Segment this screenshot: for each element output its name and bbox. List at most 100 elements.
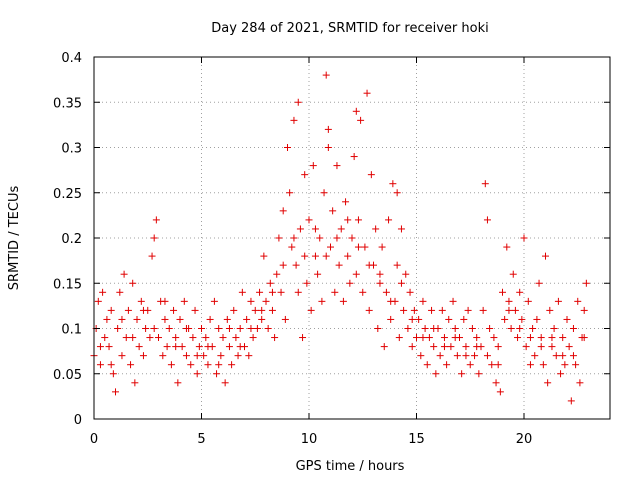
data-point (387, 297, 395, 305)
data-points (90, 71, 590, 405)
x-tick-label: 15 (408, 432, 425, 447)
data-point (380, 343, 388, 351)
data-point (281, 315, 289, 323)
data-point (397, 225, 405, 233)
data-point (559, 352, 567, 360)
data-point (415, 315, 423, 323)
data-point (494, 343, 502, 351)
data-point (531, 352, 539, 360)
data-point (200, 352, 208, 360)
data-point (400, 306, 408, 314)
data-point (505, 306, 513, 314)
data-point (514, 334, 522, 342)
y-tick-label: 0.05 (53, 368, 82, 383)
data-point (114, 325, 122, 332)
data-point (367, 171, 375, 179)
data-point (230, 306, 238, 314)
y-tick-label: 0.35 (53, 96, 82, 111)
data-point (178, 343, 186, 351)
data-point (387, 315, 395, 323)
data-point (118, 315, 126, 323)
data-point (245, 352, 253, 360)
data-point (539, 361, 547, 369)
data-point (550, 325, 558, 332)
data-point (483, 216, 491, 224)
data-point (354, 243, 362, 251)
data-point (393, 189, 401, 197)
data-point (546, 306, 554, 314)
data-point (363, 89, 371, 97)
data-point (135, 343, 143, 351)
data-point (260, 252, 268, 260)
data-point (316, 234, 324, 242)
data-point (563, 315, 571, 323)
data-point (559, 334, 567, 342)
data-point (129, 334, 137, 342)
data-point (499, 288, 506, 296)
data-point (451, 325, 459, 332)
data-point (96, 361, 104, 369)
data-point (165, 325, 173, 332)
data-point (155, 334, 162, 342)
data-point (232, 334, 240, 342)
data-point (430, 343, 438, 351)
data-point (129, 279, 137, 287)
data-point (288, 243, 296, 251)
data-point (290, 234, 298, 242)
data-point (382, 288, 390, 296)
data-point (96, 343, 104, 351)
data-point (309, 162, 317, 170)
data-point (213, 370, 221, 378)
data-point (236, 343, 244, 351)
data-point (423, 361, 431, 369)
data-point (471, 352, 479, 360)
data-point (372, 225, 380, 233)
data-point (438, 306, 446, 314)
data-point (204, 343, 212, 351)
data-point (217, 352, 225, 360)
data-point (193, 370, 201, 378)
data-point (496, 388, 504, 396)
data-point (180, 297, 188, 305)
data-point (112, 388, 119, 396)
data-point (256, 288, 264, 296)
data-point (299, 334, 307, 342)
data-point (303, 279, 311, 287)
x-tick-label: 10 (301, 432, 318, 447)
data-point (397, 279, 405, 287)
data-point (266, 279, 274, 287)
data-point (170, 306, 178, 314)
data-point (148, 252, 156, 260)
y-tick-labels: 0 0.05 0.1 0.15 0.2 0.25 0.3 0.35 0.4 (53, 51, 82, 428)
data-point (567, 397, 575, 405)
data-point (481, 180, 489, 188)
data-point (389, 180, 397, 188)
data-point (516, 325, 524, 332)
data-point (365, 306, 373, 314)
data-point (417, 352, 425, 360)
data-point (533, 315, 541, 323)
x-tick-label: 20 (516, 432, 533, 447)
data-point (333, 162, 341, 170)
data-point (174, 379, 182, 387)
data-point (296, 225, 304, 233)
data-point (466, 361, 474, 369)
data-point (146, 334, 154, 342)
data-point (182, 352, 190, 360)
data-point (511, 306, 519, 314)
data-point (425, 334, 433, 342)
data-point (576, 379, 584, 387)
data-point (354, 216, 362, 224)
data-point (395, 334, 403, 342)
data-point (582, 279, 590, 287)
data-point (161, 297, 169, 305)
data-point (524, 297, 532, 305)
data-point (264, 325, 272, 332)
data-point (473, 343, 481, 351)
data-point (565, 343, 573, 351)
data-point (150, 234, 158, 242)
data-point (505, 297, 513, 305)
data-point (529, 325, 537, 332)
data-point (544, 379, 552, 387)
data-point (479, 306, 487, 314)
